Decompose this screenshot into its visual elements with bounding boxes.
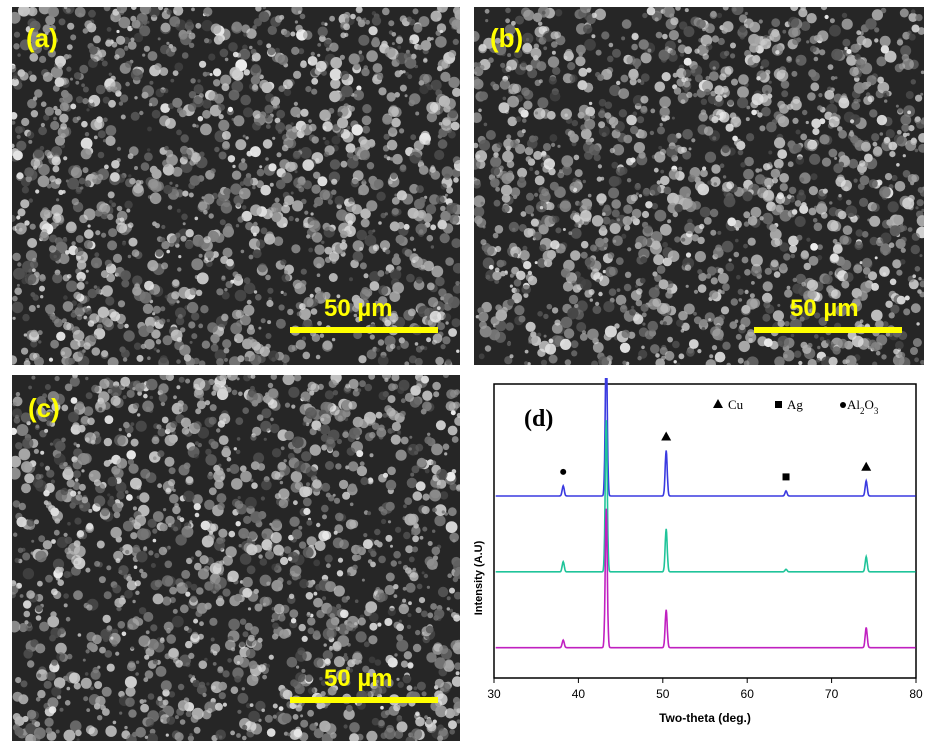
xrd-chart: (d) Cu Ag Al2O3 30 40 50 60 70 80 Two-theta (… xyxy=(466,378,933,746)
peak-marker-triangle xyxy=(861,462,871,471)
x-tick-label: 40 xyxy=(572,687,586,701)
legend-label-cu: Cu xyxy=(728,397,744,412)
scalebar-b xyxy=(754,327,902,333)
scalebar-a xyxy=(290,327,438,333)
scalebar-c xyxy=(290,697,438,703)
scalebar-text-b: 50 µm xyxy=(790,297,859,321)
xrd-svg: (d) Cu Ag Al2O3 30 40 50 60 70 80 Two-theta (… xyxy=(466,378,933,746)
x-axis-label: Two-theta (deg.) xyxy=(659,711,751,725)
sem-texture-c xyxy=(12,375,460,741)
legend: Cu Ag Al2O3 xyxy=(713,397,879,416)
scalebar-text-c: 50 µm xyxy=(324,667,393,691)
legend-label-al2o3: Al2O3 xyxy=(847,397,879,416)
sem-image-b: (b) 50 µm xyxy=(474,7,924,365)
x-tick-label: 60 xyxy=(741,687,755,701)
x-ticks: 30 40 50 60 70 80 xyxy=(487,678,923,701)
legend-label-ag: Ag xyxy=(787,397,803,412)
panel-label-d: (d) xyxy=(524,406,553,432)
panel-label-b: (b) xyxy=(490,25,523,51)
x-tick-label: 50 xyxy=(656,687,670,701)
legend-square-marker xyxy=(775,401,782,408)
xrd-series-3 xyxy=(496,509,916,648)
sem-texture-a xyxy=(12,7,460,365)
series-group xyxy=(496,378,916,648)
x-tick-label: 70 xyxy=(825,687,839,701)
sem-image-a: (a) 50 µm xyxy=(12,7,460,365)
y-axis-label: Intensity (A.U) xyxy=(473,540,485,615)
xrd-series-1 xyxy=(496,378,916,496)
legend-triangle-marker xyxy=(713,399,723,408)
peak-marker-triangle xyxy=(661,431,671,440)
sem-image-c: (c) 50 µm xyxy=(12,375,460,741)
legend-circle-marker xyxy=(840,402,846,408)
plot-frame xyxy=(494,384,916,678)
x-tick-label: 80 xyxy=(909,687,923,701)
scalebar-text-a: 50 µm xyxy=(324,297,393,321)
x-tick-label: 30 xyxy=(487,687,501,701)
peak-marker-circle xyxy=(560,469,566,475)
panel-label-c: (c) xyxy=(28,395,60,421)
peak-marker-square xyxy=(783,473,790,480)
panel-label-a: (a) xyxy=(26,25,58,51)
